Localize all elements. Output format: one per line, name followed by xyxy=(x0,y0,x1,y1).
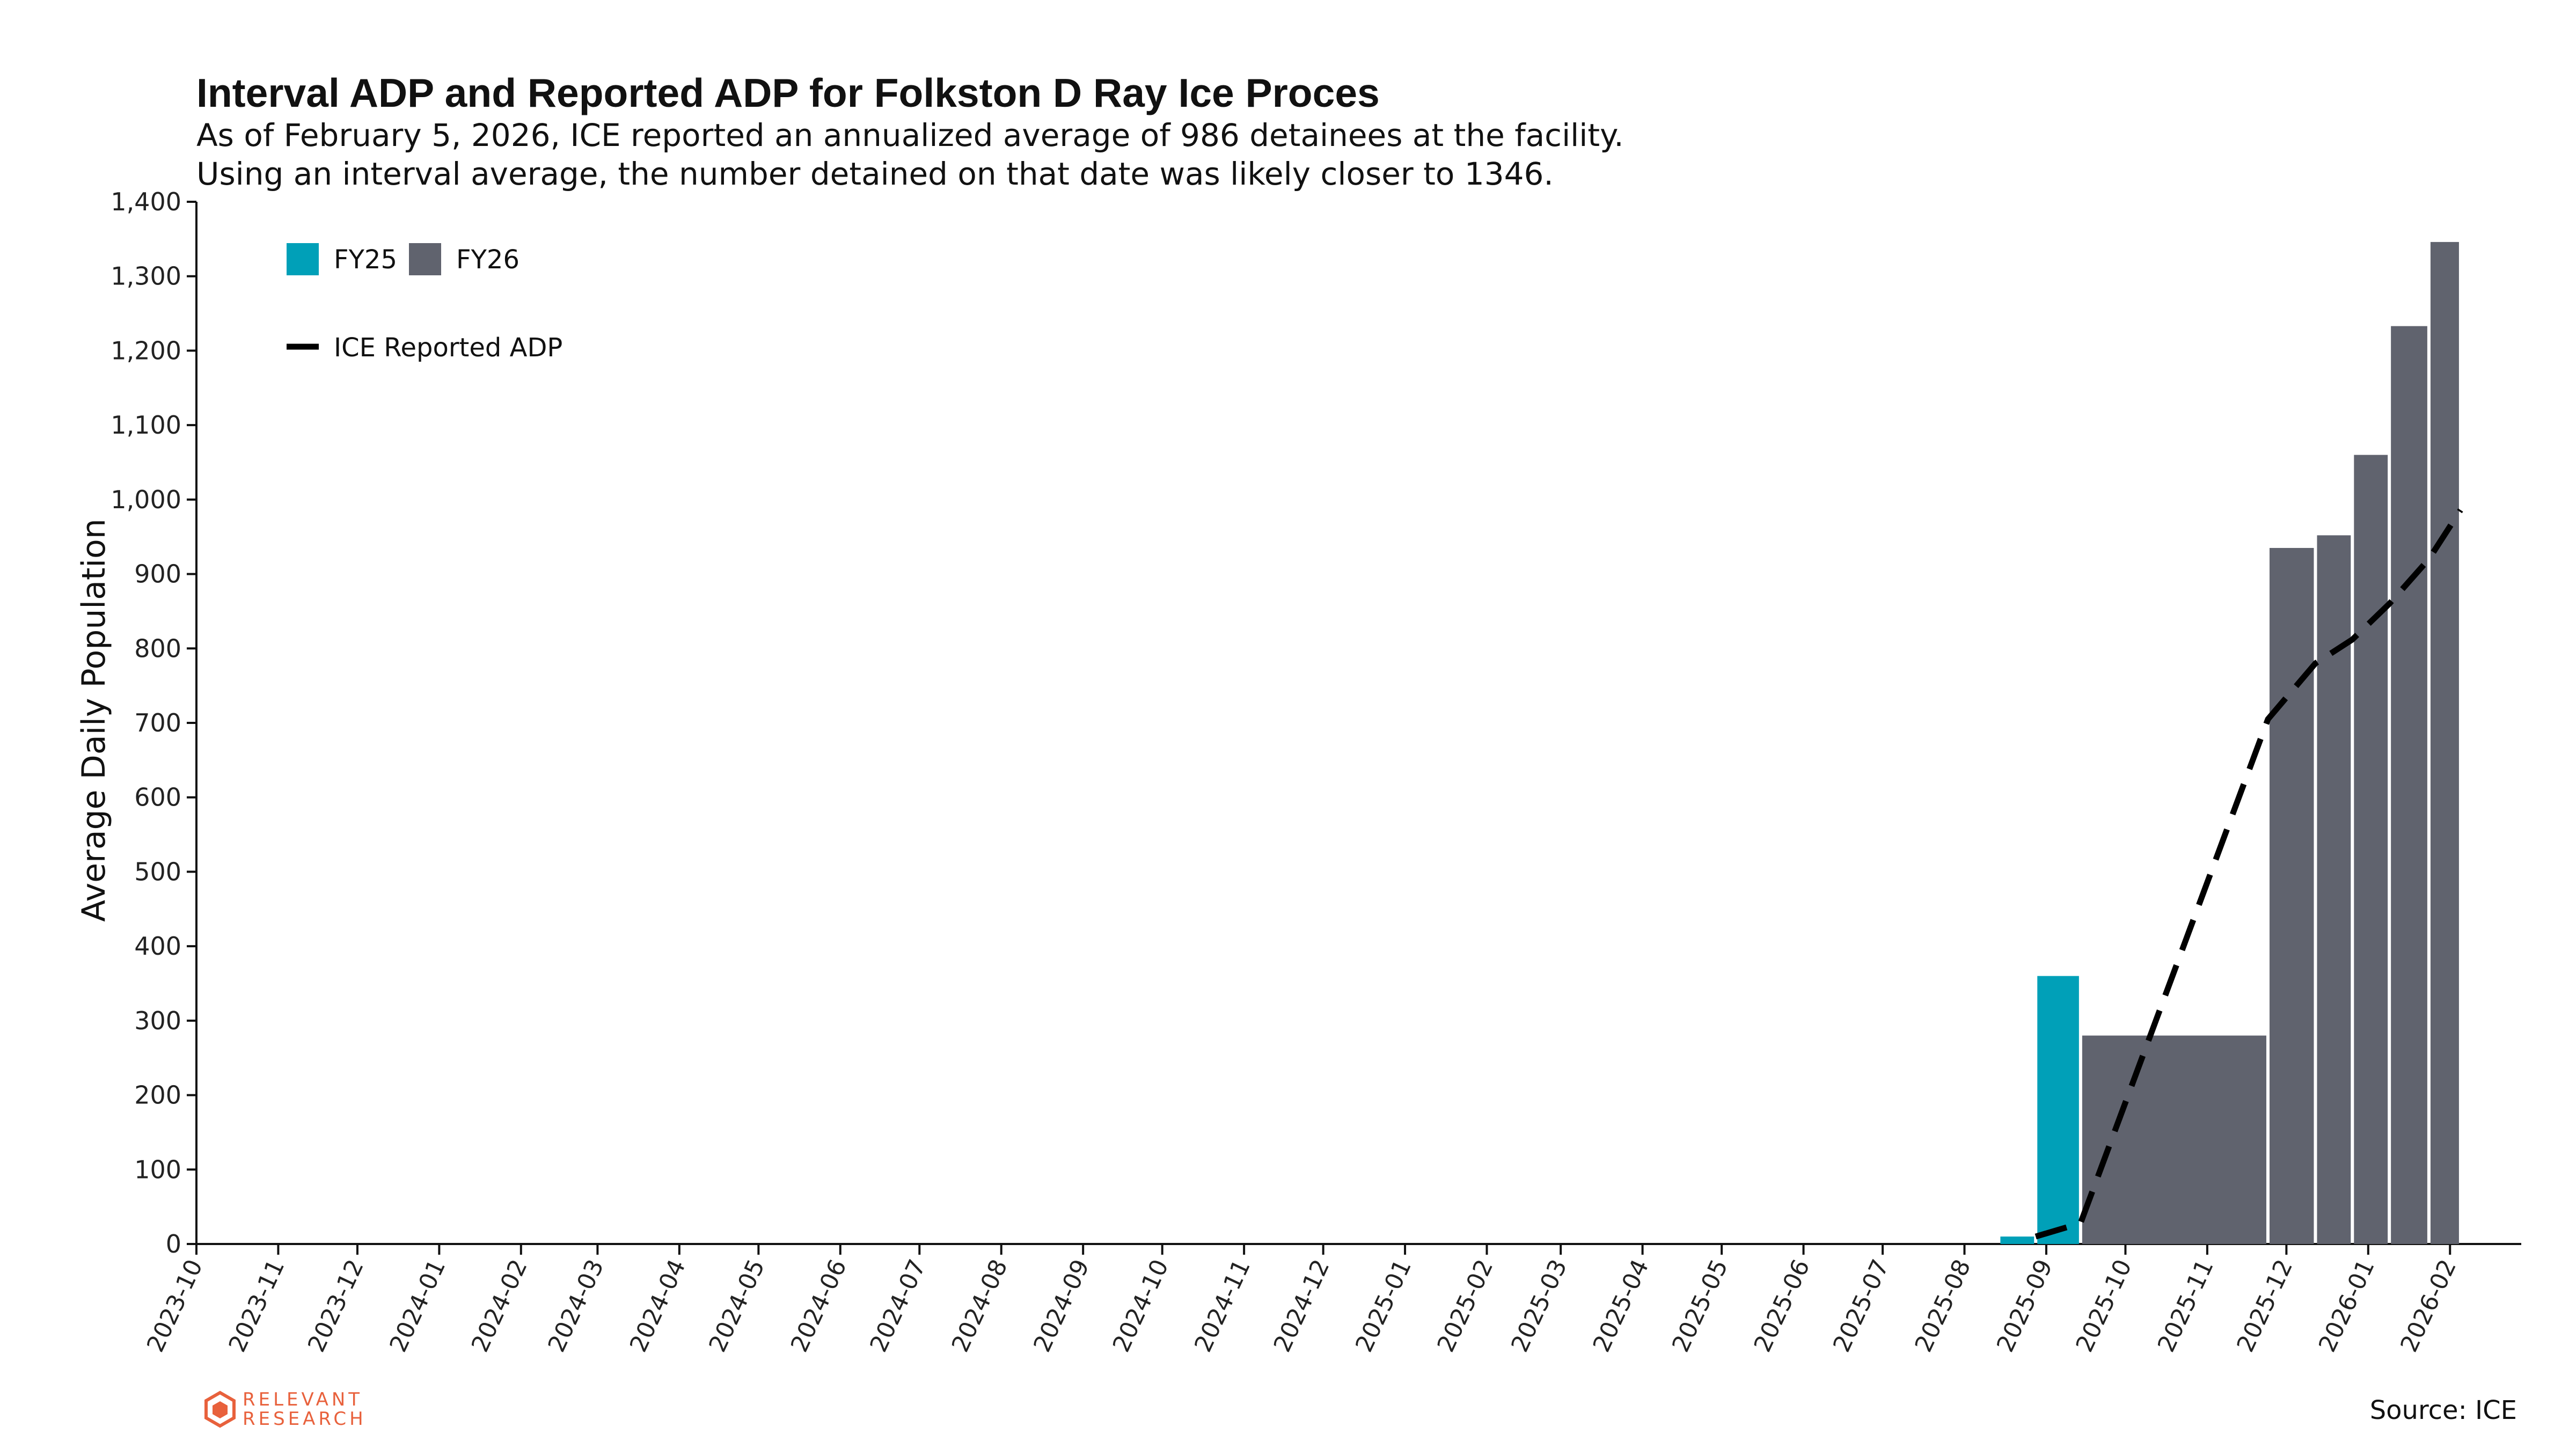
x-tick-label: 2025-01 xyxy=(1350,1255,1417,1356)
y-tick-label: 1,400 xyxy=(111,187,181,216)
bar-fy25 xyxy=(2037,976,2079,1244)
x-tick-label: 2023-11 xyxy=(223,1255,290,1356)
x-tick-label: 2024-07 xyxy=(865,1255,931,1356)
x-tick-label: 2024-01 xyxy=(384,1255,451,1356)
logo-line1: RELEVANT xyxy=(243,1389,363,1410)
y-tick-label: 0 xyxy=(166,1230,181,1258)
x-tick-label: 2026-02 xyxy=(2395,1255,2462,1356)
source-note: Source: ICE xyxy=(2369,1395,2517,1425)
reported-adp-line xyxy=(2035,508,2463,1240)
x-tick-label: 2025-05 xyxy=(1667,1255,1733,1356)
legend: FY25 FY26 ICE Reported ADP xyxy=(287,243,562,363)
legend-swatch-fy25 xyxy=(287,243,319,275)
x-tick-label: 2025-04 xyxy=(1588,1255,1655,1356)
x-tick-label: 2024-05 xyxy=(704,1255,770,1356)
bar-fy25 xyxy=(2000,1236,2035,1244)
y-tick-label: 800 xyxy=(134,634,181,663)
x-tick-label: 2024-08 xyxy=(947,1255,1013,1356)
y-tick-label: 1,000 xyxy=(111,485,181,514)
hexagon-logo-icon xyxy=(204,1391,236,1428)
y-tick-label: 900 xyxy=(134,560,181,589)
logo-line2: RESEARCH xyxy=(243,1408,367,1430)
legend-label-reported-adp: ICE Reported ADP xyxy=(334,333,562,363)
x-tick-label: 2023-12 xyxy=(303,1255,369,1356)
y-tick-label: 1,100 xyxy=(111,411,181,440)
x-tick-label: 2023-10 xyxy=(142,1255,208,1356)
chart-subtitle-line1: As of February 5, 2026, ICE reported an … xyxy=(196,117,1624,153)
y-tick-label: 400 xyxy=(134,932,181,961)
y-tick-label: 700 xyxy=(134,708,181,737)
y-tick-label: 300 xyxy=(134,1006,181,1035)
y-tick-label: 200 xyxy=(134,1081,181,1110)
x-tick-label: 2025-06 xyxy=(1749,1255,1816,1356)
y-tick-label: 500 xyxy=(134,857,181,886)
x-tick-label: 2026-01 xyxy=(2314,1255,2380,1356)
x-tick-label: 2024-06 xyxy=(786,1255,852,1356)
x-tick-label: 2025-07 xyxy=(1828,1255,1894,1356)
y-tick-label: 100 xyxy=(134,1155,181,1184)
x-tick-label: 2024-12 xyxy=(1269,1255,1335,1356)
bar-fy26 xyxy=(2354,455,2388,1244)
x-tick-label: 2025-12 xyxy=(2231,1255,2298,1356)
bar-fy26 xyxy=(2269,548,2314,1244)
bars xyxy=(2000,241,2459,1245)
y-tick-label: 1,200 xyxy=(111,336,181,365)
x-tick-label: 2024-11 xyxy=(1189,1255,1256,1356)
bar-fy26 xyxy=(2082,1035,2266,1244)
chart-title: Interval ADP and Reported ADP for Folkst… xyxy=(196,70,1380,115)
legend-label-fy25: FY25 xyxy=(334,245,397,275)
reported-adp-path xyxy=(2035,508,2463,1240)
x-tick-label: 2024-03 xyxy=(543,1255,609,1356)
x-tick-label: 2025-03 xyxy=(1506,1255,1572,1356)
legend-swatch-fy26 xyxy=(409,243,441,275)
x-axis: 2023-10 2023-11 2023-12 2024-01 2024-02 2024-… xyxy=(142,1243,2521,1356)
y-axis-label: Average Daily Population xyxy=(75,518,113,922)
x-tick-label: 2025-11 xyxy=(2153,1255,2219,1356)
bar-fy26 xyxy=(2430,241,2459,1244)
x-tick-label: 2025-08 xyxy=(1910,1255,1977,1356)
bar-fy26 xyxy=(2391,326,2427,1244)
x-tick-label: 2025-02 xyxy=(1432,1255,1499,1356)
x-tick-label: 2024-10 xyxy=(1108,1255,1174,1356)
legend-label-fy26: FY26 xyxy=(456,245,519,275)
x-tick-label: 2024-09 xyxy=(1028,1255,1095,1356)
x-tick-label: 2025-10 xyxy=(2070,1255,2137,1356)
y-tick-label: 600 xyxy=(134,783,181,812)
y-axis: 0 100 200 300 400 500 600 700 800 900 1,000 1,100 1,… xyxy=(111,187,197,1258)
x-tick-label: 2024-04 xyxy=(625,1255,691,1356)
x-tick-label: 2024-02 xyxy=(466,1255,533,1356)
relevant-research-logo: RELEVANT RESEARCH xyxy=(204,1390,367,1429)
y-tick-label: 1,300 xyxy=(111,262,181,291)
chart-subtitle-line2: Using an interval average, the number de… xyxy=(196,156,1554,192)
x-tick-label: 2025-09 xyxy=(1992,1255,2058,1356)
